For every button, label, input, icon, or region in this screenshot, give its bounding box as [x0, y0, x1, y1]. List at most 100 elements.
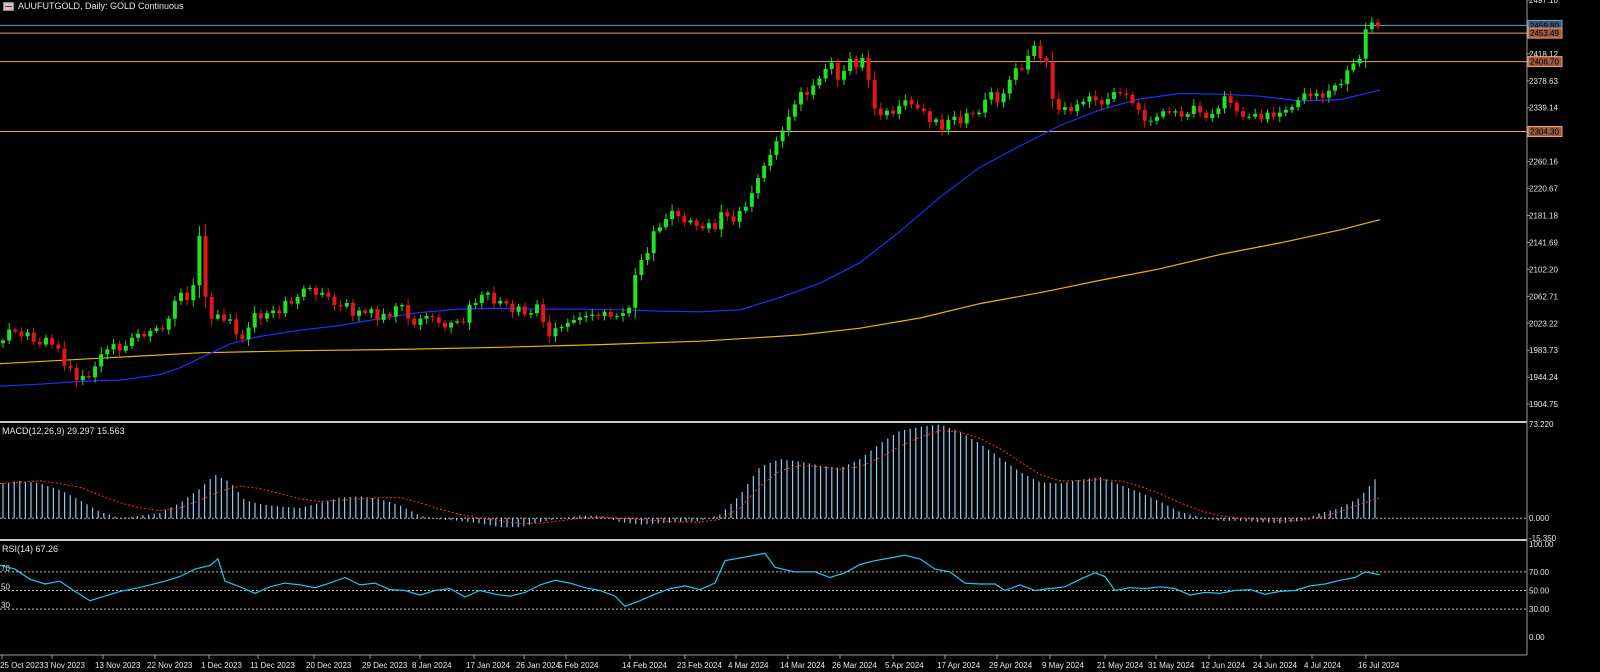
candle-body — [492, 292, 497, 304]
candle-body — [7, 329, 12, 341]
rsi-level-label: 50 — [1, 583, 10, 592]
candle-body — [479, 294, 484, 303]
candle-body — [166, 318, 171, 330]
candle-body — [1001, 93, 1006, 103]
price-tick-label: 1983.73 — [1529, 346, 1558, 355]
time-tick-label: 4 Mar 2024 — [728, 661, 769, 670]
candle-body — [516, 306, 521, 312]
candle-body — [1191, 105, 1196, 114]
candle-body — [964, 113, 969, 124]
candle-body — [320, 292, 325, 295]
candle-body — [1044, 57, 1049, 63]
candle-body — [1357, 58, 1362, 64]
candle-body — [1118, 92, 1123, 94]
candle-body — [179, 292, 184, 301]
candle-body — [983, 99, 988, 113]
candle-body — [485, 292, 490, 295]
candle-body — [688, 220, 693, 223]
candle-body — [172, 300, 177, 319]
candle-body — [835, 62, 840, 80]
candle-body — [713, 223, 718, 230]
candle-body — [68, 365, 73, 368]
candle-body — [756, 178, 761, 194]
candle-body — [62, 348, 67, 366]
macd-tick-label: -15.350 — [1529, 534, 1557, 543]
price-tick-label: 2497.10 — [1529, 0, 1558, 5]
candle-body — [1369, 22, 1374, 30]
candle-body — [461, 321, 466, 323]
candle-body — [706, 223, 711, 229]
candle-body — [1173, 111, 1178, 113]
candle-body — [1197, 105, 1202, 113]
candle-body — [1240, 111, 1245, 117]
candle-body — [645, 253, 650, 260]
candle-body — [633, 274, 638, 308]
candle-body — [860, 57, 865, 68]
candle-body — [952, 116, 957, 121]
candle-body — [1062, 107, 1067, 110]
candle-body — [1290, 107, 1295, 110]
candle-body — [25, 332, 30, 337]
candle-body — [1253, 113, 1258, 117]
candle-body — [909, 100, 914, 105]
candle-body — [1099, 100, 1104, 105]
time-tick-label: 3 Nov 2023 — [44, 661, 85, 670]
candle-body — [1155, 116, 1160, 121]
candle-body — [792, 104, 797, 117]
time-tick-label: 12 Jun 2024 — [1201, 661, 1246, 670]
candle-body — [234, 319, 239, 335]
candle-body — [74, 367, 79, 381]
candle-body — [209, 296, 214, 319]
time-tick-label: 11 Dec 2023 — [250, 661, 295, 670]
candle-body — [1185, 113, 1190, 117]
time-tick-label: 26 Mar 2024 — [832, 661, 877, 670]
candle-body — [99, 354, 104, 367]
rsi-tick-label: 100.00 — [1529, 540, 1554, 549]
candle-body — [1247, 116, 1252, 118]
candle-body — [535, 304, 540, 314]
candle-body — [1308, 93, 1313, 97]
candle-body — [786, 116, 791, 131]
candle-body — [578, 317, 583, 321]
time-tick-label: 14 Mar 2024 — [780, 661, 825, 670]
candle-body — [221, 314, 226, 321]
candle-body — [295, 296, 300, 304]
candle-body — [989, 92, 994, 100]
candle-body — [369, 309, 374, 314]
candle-body — [43, 337, 48, 345]
time-tick-label: 8 Jan 2024 — [412, 661, 452, 670]
level-price-label: 2453.49 — [1530, 29, 1559, 38]
candle-body — [418, 318, 423, 325]
candle-body — [363, 310, 368, 314]
candle-body — [749, 193, 754, 207]
candle-body — [1345, 70, 1350, 84]
candle-body — [424, 315, 429, 319]
candle-body — [762, 165, 767, 179]
candle-body — [725, 212, 730, 217]
candle-body — [553, 328, 558, 337]
candle-body — [670, 210, 675, 220]
flag-icon — [3, 2, 14, 11]
candle-body — [111, 343, 116, 350]
candle-body — [1333, 85, 1338, 91]
price-tick-label: 2102.20 — [1529, 265, 1558, 274]
candle-body — [620, 313, 625, 316]
candle-body — [154, 328, 159, 331]
candle-body — [541, 304, 546, 323]
time-tick-label: 5 Apr 2024 — [885, 661, 924, 670]
candle-body — [934, 119, 939, 123]
candle-body — [805, 92, 810, 95]
candle-body — [602, 311, 607, 316]
candle-body — [510, 303, 515, 312]
candle-body — [571, 320, 576, 323]
time-tick-label: 26 Jan 2024 — [516, 661, 561, 670]
candle-body — [1259, 113, 1264, 120]
candle-body — [332, 296, 337, 306]
candle-body — [774, 141, 779, 155]
candle-body — [811, 85, 816, 95]
candle-body — [946, 120, 951, 130]
candle-body — [829, 62, 834, 69]
time-tick-label: 29 Apr 2024 — [989, 661, 1033, 670]
candle-body — [406, 305, 411, 319]
